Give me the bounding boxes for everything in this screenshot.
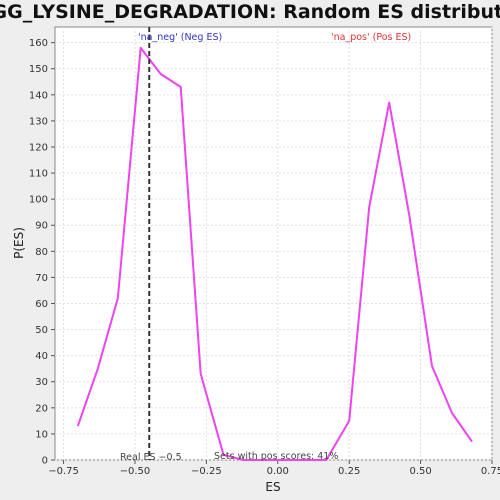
y-tick-label: 60 [35,299,48,310]
x-tick-label: −0.25 [191,466,222,477]
y-tick-label: 110 [29,169,48,180]
y-tick-label: 100 [29,195,48,206]
neg-es-label: 'na_neg' (Neg ES) [138,32,222,43]
x-tick-label: 0.75 [481,466,500,477]
y-tick-label: 140 [29,90,48,101]
x-axis-ticks: −0.75 −0.50 −0.25 0.00 0.25 0.50 0.75 [48,460,500,477]
series-layer [76,46,473,461]
y-tick-label: 70 [35,273,48,284]
y-tick-label: 120 [29,142,48,153]
y-tick-label: 20 [35,403,48,414]
y-tick-label: 0 [42,456,48,467]
y-tick-label: 50 [35,325,48,336]
x-tick-label: −0.75 [48,466,79,477]
y-tick-label: 130 [29,116,48,127]
x-axis-label: ES [265,480,280,494]
y-axis-label: P(ES) [12,227,26,259]
pos-es-label: 'na_pos' (Pos ES) [331,32,411,43]
x-tick-label: 0.00 [267,466,289,477]
es-distribution-line [76,46,473,461]
x-tick-label: −0.50 [120,466,151,477]
y-tick-label: 30 [35,377,48,388]
x-tick-label: 0.25 [338,466,360,477]
y-tick-label: 40 [35,351,48,362]
pos-scores-label: Sets with pos scores: 41% [214,451,338,462]
real-es-label: Real ES −0.5 [120,452,182,463]
y-tick-label: 150 [29,64,48,75]
y-tick-label: 10 [35,429,48,440]
plot-area [54,26,493,461]
x-tick-label: 0.50 [409,466,431,477]
y-tick-label: 160 [29,38,48,49]
y-tick-label: 90 [35,221,48,232]
chart-title: KEGG_LYSINE_DEGRADATION: Random ES distr… [0,1,500,23]
y-axis-ticks: 0 10 20 30 40 50 60 70 80 90 100 110 120 130 140 150 160 [29,38,55,467]
y-tick-label: 80 [35,247,48,258]
